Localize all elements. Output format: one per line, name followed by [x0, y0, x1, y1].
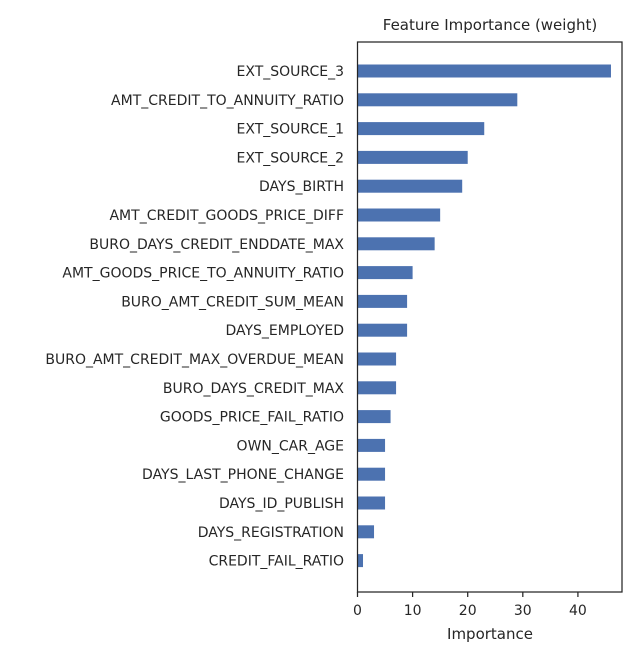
x-axis-ticks: 0 10 20 30 40	[353, 592, 587, 619]
bar-amt-goods-price-to-annuity-ratio	[357, 266, 413, 280]
category-label: DAYS_BIRTH	[259, 179, 344, 195]
x-tick-label: 40	[569, 603, 587, 619]
category-label: AMT_GOODS_PRICE_TO_ANNUITY_RATIO	[62, 266, 344, 282]
bar-days-last-phone-change	[357, 467, 386, 481]
category-label: OWN_CAR_AGE	[237, 438, 344, 454]
category-label: BURO_AMT_CREDIT_SUM_MEAN	[121, 294, 344, 310]
bar-buro-amt-credit-max-overdue-mean	[357, 352, 397, 366]
category-label: DAYS_ID_PUBLISH	[219, 496, 344, 512]
x-tick-label: 30	[514, 603, 532, 619]
category-labels: EXT_SOURCE_3 AMT_CREDIT_TO_ANNUITY_RATIO E…	[45, 64, 344, 570]
category-label: DAYS_LAST_PHONE_CHANGE	[142, 467, 344, 483]
category-label: BURO_DAYS_CREDIT_MAX	[163, 381, 345, 397]
bar-ext-source-3	[357, 64, 611, 78]
bar-days-employed	[357, 323, 408, 337]
category-label: DAYS_REGISTRATION	[198, 525, 344, 541]
bar-goods-price-fail-ratio	[357, 410, 391, 424]
category-label: AMT_CREDIT_TO_ANNUITY_RATIO	[111, 93, 344, 109]
category-label: AMT_CREDIT_GOODS_PRICE_DIFF	[109, 208, 344, 224]
bar-days-id-publish	[357, 496, 386, 510]
bars-layer	[357, 64, 611, 568]
bar-ext-source-1	[357, 122, 485, 136]
category-label: EXT_SOURCE_2	[237, 150, 344, 166]
x-tick-label: 10	[404, 603, 422, 619]
x-tick-label: 0	[353, 603, 362, 619]
bar-days-birth	[357, 179, 463, 193]
bar-buro-amt-credit-sum-mean	[357, 294, 408, 308]
category-label: BURO_DAYS_CREDIT_ENDDATE_MAX	[89, 237, 344, 253]
bar-amt-credit-goods-price-diff	[357, 208, 441, 222]
category-label: EXT_SOURCE_1	[237, 122, 344, 138]
category-label: GOODS_PRICE_FAIL_RATIO	[160, 410, 344, 426]
category-label: CREDIT_FAIL_RATIO	[209, 554, 344, 570]
plot-frame	[356, 41, 623, 593]
bar-amt-credit-to-annuity-ratio	[357, 93, 518, 107]
bar-buro-days-credit-enddate-max	[357, 237, 435, 251]
chart-title: Feature Importance (weight)	[383, 16, 597, 34]
x-axis-label: Importance	[447, 625, 533, 643]
category-label: EXT_SOURCE_3	[237, 64, 344, 80]
bar-credit-fail-ratio	[357, 554, 364, 568]
bar-own-car-age	[357, 438, 386, 452]
bar-days-registration	[357, 525, 375, 539]
bar-buro-days-credit-max	[357, 381, 397, 395]
category-label: DAYS_EMPLOYED	[225, 323, 344, 339]
x-tick-label: 20	[459, 603, 477, 619]
bar-ext-source-2	[357, 150, 468, 164]
category-label: BURO_AMT_CREDIT_MAX_OVERDUE_MEAN	[45, 352, 344, 368]
